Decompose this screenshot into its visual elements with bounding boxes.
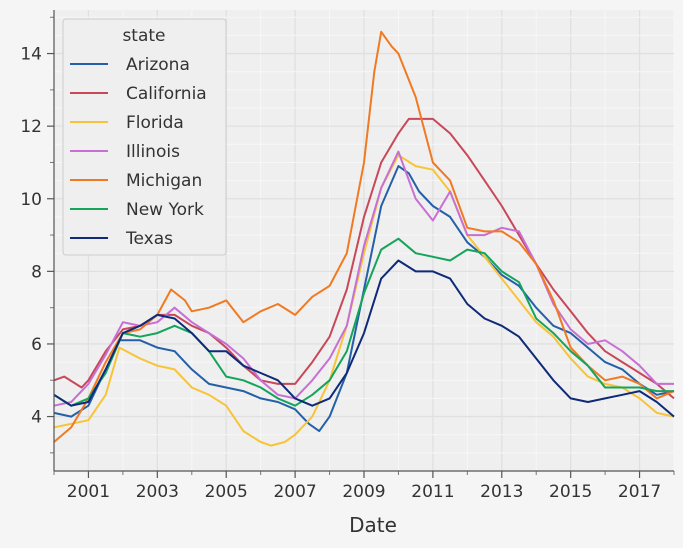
x-tick-label: 2013 [480,482,523,502]
axes: 2001 2003 2005 2007 2009 2011 2013 2015 2017 4 6 8 1… [20,10,675,502]
legend-label: Michigan [126,171,202,191]
x-tick-label: 2001 [67,482,110,502]
x-tick-label: 2003 [136,482,179,502]
y-tick-label: 10 [20,190,42,210]
x-tick-label: 2017 [618,482,661,502]
x-axis-title: Date [349,513,397,537]
y-tick-label: 14 [20,45,42,65]
x-tick-label: 2009 [342,482,385,502]
grid [53,10,675,472]
legend-label: Illinois [126,142,180,162]
y-tick-label: 8 [31,262,42,282]
y-tick-label: 12 [20,117,42,137]
series-line-michigan [53,30,675,443]
legend-label: Texas [125,229,173,249]
legend-label: Arizona [126,55,190,75]
legend-label: New York [126,200,204,220]
legend-box [62,18,227,256]
series-line-texas [53,259,675,418]
legend-label: California [126,84,207,104]
series-layer [53,30,675,447]
y-tick-label: 4 [31,408,42,428]
x-tick-label: 2005 [205,482,248,502]
x-tick-label: 2007 [273,482,316,502]
y-tick-label: 6 [31,335,42,355]
legend: state Arizona California Florida Illinois Mi… [62,18,227,256]
legend-title: state [122,26,165,46]
series-line-new-york [53,237,674,407]
x-tick-label: 2015 [549,482,592,502]
series-line-illinois [53,150,674,407]
legend-label: Florida [126,113,184,133]
x-tick-label: 2011 [411,482,454,502]
